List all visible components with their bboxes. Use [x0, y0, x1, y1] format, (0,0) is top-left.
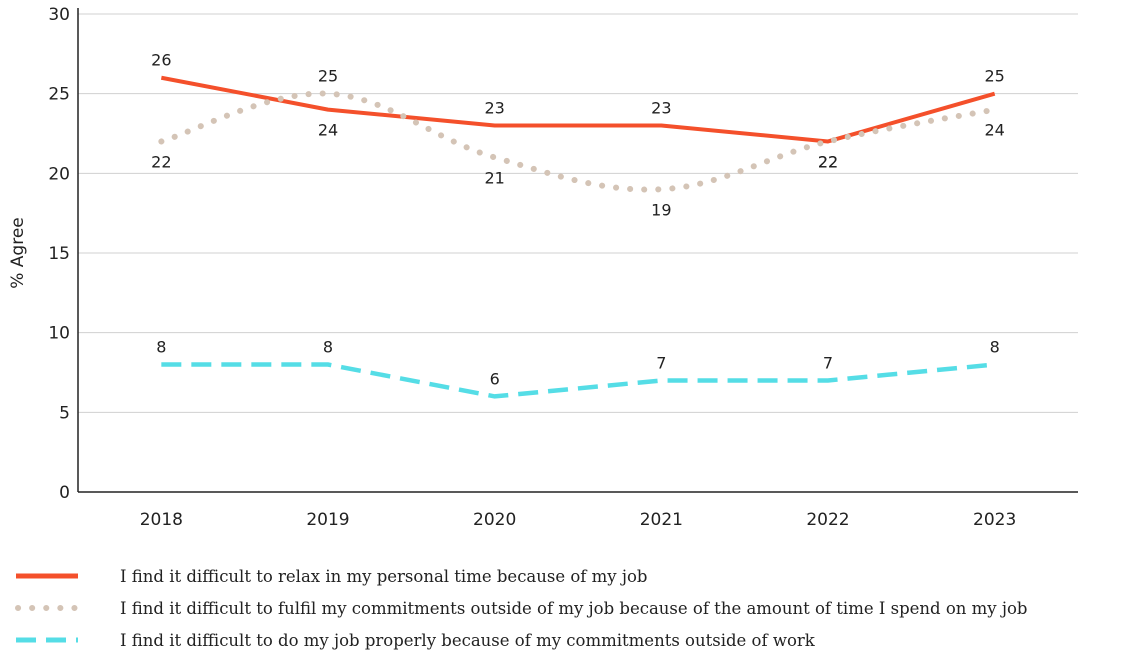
data-label: 7	[656, 353, 666, 372]
series-lines	[158, 75, 998, 399]
line-chart: 0 5 10 15 20 25 30 2018 2019 2020 2021 2022 2023 26…	[8, 5, 1078, 530]
y-tick-label: 30	[48, 5, 70, 25]
x-tick-label: 2022	[806, 510, 849, 530]
x-tick-label: 2021	[640, 510, 683, 530]
series-line-2	[158, 90, 998, 193]
legend-swatch-solid	[14, 571, 80, 581]
data-label: 24	[984, 121, 1004, 140]
y-axis-label: % Agree	[8, 217, 28, 289]
series-line-3	[161, 362, 995, 399]
data-label: 22	[818, 152, 838, 171]
y-tick-label: 15	[48, 244, 70, 264]
data-label: 8	[990, 338, 1000, 357]
y-tick-label: 0	[59, 483, 70, 503]
data-label: 26	[151, 51, 171, 70]
x-tick-label: 2019	[306, 510, 349, 530]
data-label: 6	[490, 369, 500, 388]
data-label: 25	[984, 67, 1004, 86]
y-tick-labels: 0 5 10 15 20 25 30	[48, 5, 70, 503]
y-tick-label: 5	[59, 403, 70, 423]
legend-item-job-properly: I find it difficult to do my job properl…	[14, 624, 1139, 656]
x-tick-label: 2023	[973, 510, 1016, 530]
axes	[77, 8, 1078, 493]
legend-item-relax: I find it difficult to relax in my perso…	[14, 560, 1139, 592]
y-tick-label: 25	[48, 85, 70, 105]
y-tick-label: 10	[48, 324, 70, 344]
legend-label: I find it difficult to relax in my perso…	[120, 566, 648, 586]
data-label: 22	[151, 152, 171, 171]
y-tick-label: 20	[48, 164, 70, 184]
data-label: 8	[323, 338, 333, 357]
legend-swatch-dashed	[14, 635, 80, 645]
legend-item-commitments: I find it difficult to fulfil my commitm…	[14, 592, 1139, 624]
x-tick-label: 2020	[473, 510, 516, 530]
data-label: 22	[818, 152, 838, 171]
data-label: 25	[318, 67, 338, 86]
data-label: 8	[156, 338, 166, 357]
data-label: 19	[651, 200, 671, 219]
data-label: 23	[484, 99, 504, 118]
data-label: 23	[651, 99, 671, 118]
data-label: 24	[318, 121, 338, 140]
legend-label: I find it difficult to do my job properl…	[120, 630, 815, 650]
legend-label: I find it difficult to fulfil my commitm…	[120, 598, 1028, 618]
x-tick-labels: 2018 2019 2020 2021 2022 2023	[140, 510, 1017, 530]
legend: I find it difficult to relax in my perso…	[14, 560, 1139, 656]
gridlines	[78, 13, 1078, 413]
data-label: 21	[484, 168, 504, 187]
x-tick-label: 2018	[140, 510, 183, 530]
series-line-1	[160, 75, 996, 144]
legend-swatch-dotted	[14, 603, 80, 613]
data-label: 7	[823, 353, 833, 372]
